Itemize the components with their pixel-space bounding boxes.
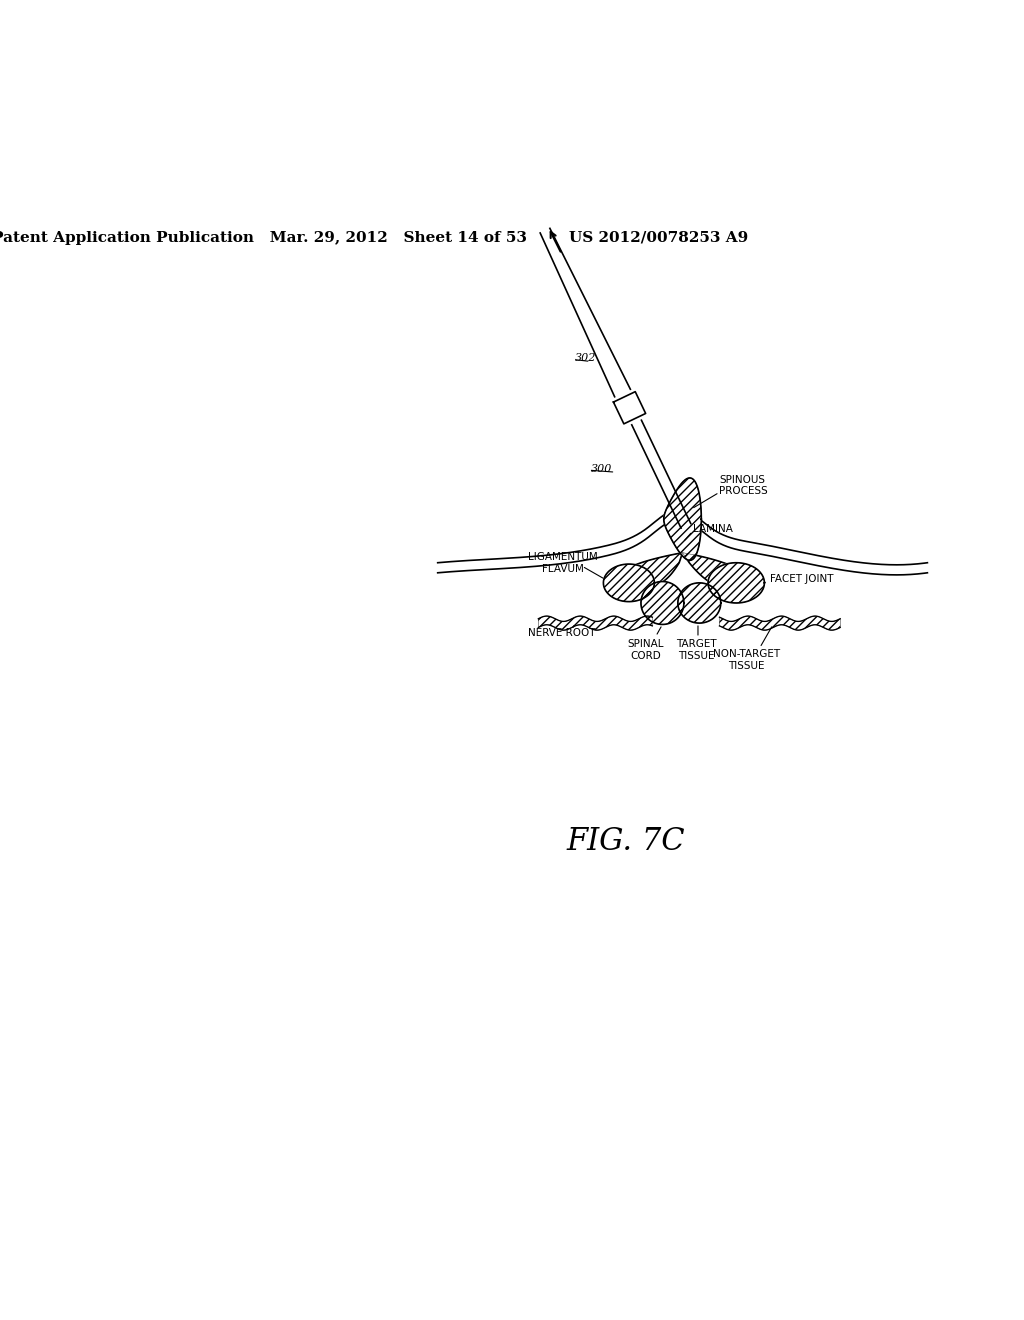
Polygon shape: [678, 583, 721, 623]
Polygon shape: [683, 553, 757, 593]
Text: FIG. 7C: FIG. 7C: [566, 826, 685, 857]
Polygon shape: [641, 582, 684, 624]
Text: LAMINA: LAMINA: [692, 524, 732, 535]
Text: 300: 300: [591, 463, 612, 474]
Polygon shape: [708, 562, 764, 603]
Text: LIGAMENTUM
FLAVUM: LIGAMENTUM FLAVUM: [528, 552, 598, 573]
Polygon shape: [664, 478, 701, 560]
Text: SPINAL
CORD: SPINAL CORD: [628, 639, 664, 661]
Text: NON-TARGET
TISSUE: NON-TARGET TISSUE: [713, 649, 780, 671]
Text: FACET JOINT: FACET JOINT: [770, 574, 834, 585]
Text: Patent Application Publication   Mar. 29, 2012   Sheet 14 of 53        US 2012/0: Patent Application Publication Mar. 29, …: [0, 231, 749, 244]
Text: TARGET
TISSUE: TARGET TISSUE: [676, 639, 716, 661]
Text: SPINOUS
PROCESS: SPINOUS PROCESS: [720, 475, 768, 496]
Text: 302: 302: [575, 354, 597, 363]
Polygon shape: [611, 553, 683, 593]
Text: NERVE ROOT: NERVE ROOT: [528, 628, 596, 638]
Polygon shape: [603, 564, 654, 602]
Polygon shape: [613, 392, 646, 424]
